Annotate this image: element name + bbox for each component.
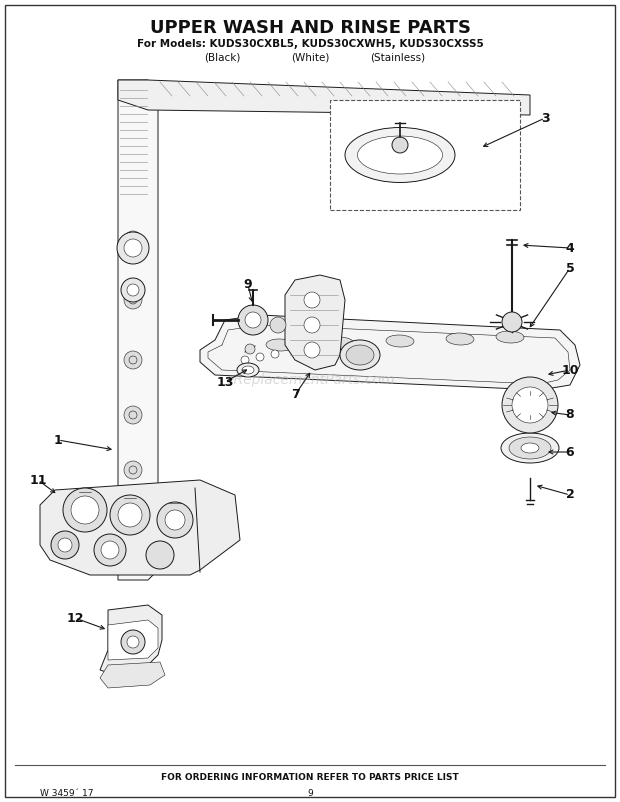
Circle shape [63,488,107,532]
Polygon shape [118,80,530,115]
Ellipse shape [446,333,474,345]
Circle shape [392,137,408,153]
Text: FOR ORDERING INFORMATION REFER TO PARTS PRICE LIST: FOR ORDERING INFORMATION REFER TO PARTS … [161,773,459,783]
Circle shape [51,531,79,559]
Circle shape [124,291,142,309]
Text: 2: 2 [565,488,574,501]
Ellipse shape [386,335,414,347]
Polygon shape [108,620,158,660]
Circle shape [304,342,320,358]
Circle shape [271,350,279,358]
Text: 4: 4 [565,241,574,254]
Circle shape [238,305,268,335]
Circle shape [512,387,548,423]
Text: eReplacementParts.com: eReplacementParts.com [225,373,395,387]
Circle shape [127,284,139,296]
Text: 9: 9 [244,278,252,291]
Polygon shape [40,480,240,575]
Text: 8: 8 [565,408,574,422]
Ellipse shape [501,433,559,463]
Polygon shape [200,315,580,390]
Circle shape [157,502,193,538]
Circle shape [94,534,126,566]
Circle shape [245,312,261,328]
Circle shape [124,351,142,369]
Circle shape [118,503,142,527]
Circle shape [124,461,142,479]
Circle shape [101,541,119,559]
Text: (Stainless): (Stainless) [370,52,425,62]
Text: UPPER WASH AND RINSE PARTS: UPPER WASH AND RINSE PARTS [149,19,471,37]
Ellipse shape [521,443,539,453]
Circle shape [502,312,522,332]
Ellipse shape [237,363,259,377]
Circle shape [165,510,185,530]
Text: 7: 7 [291,388,299,402]
Text: 1: 1 [53,434,63,447]
Circle shape [304,317,320,333]
Text: W 3459´ 17: W 3459´ 17 [40,788,94,797]
Text: 6: 6 [565,445,574,459]
Circle shape [270,317,286,333]
Text: For Models: KUDS30CXBL5, KUDS30CXWH5, KUDS30CXSS5: For Models: KUDS30CXBL5, KUDS30CXWH5, KU… [136,39,484,49]
Circle shape [121,630,145,654]
Circle shape [124,406,142,424]
Text: 13: 13 [216,375,234,388]
Ellipse shape [266,339,294,351]
Text: 3: 3 [541,111,549,124]
Polygon shape [118,80,158,580]
Text: 12: 12 [66,611,84,625]
Text: (Black): (Black) [204,52,240,62]
Circle shape [127,636,139,648]
Text: (White): (White) [291,52,329,62]
Circle shape [71,496,99,524]
Polygon shape [100,605,162,675]
Ellipse shape [358,136,443,174]
Circle shape [124,231,142,249]
Circle shape [110,495,150,535]
Ellipse shape [326,337,354,349]
Circle shape [117,232,149,264]
Ellipse shape [340,340,380,370]
Circle shape [502,377,558,433]
Text: 10: 10 [561,363,578,376]
Bar [330,100,520,210]
Ellipse shape [346,345,374,365]
Circle shape [304,292,320,308]
Circle shape [241,356,249,364]
Ellipse shape [496,331,524,343]
Circle shape [58,538,72,552]
Text: 9: 9 [307,788,313,797]
Ellipse shape [509,437,551,459]
Circle shape [146,541,174,569]
Text: 5: 5 [565,261,574,274]
Text: 11: 11 [29,473,46,487]
Polygon shape [100,662,165,688]
Circle shape [121,278,145,302]
Circle shape [124,239,142,257]
Ellipse shape [345,128,455,183]
Circle shape [245,344,255,354]
Polygon shape [285,275,345,370]
Circle shape [256,353,264,361]
Ellipse shape [242,366,254,374]
